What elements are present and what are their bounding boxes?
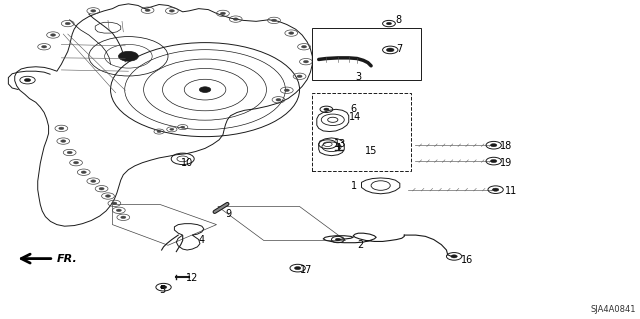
Circle shape	[301, 46, 307, 48]
Text: 14: 14	[349, 112, 361, 122]
Text: 9: 9	[225, 209, 232, 219]
Circle shape	[294, 267, 301, 270]
Circle shape	[118, 51, 138, 61]
Circle shape	[112, 202, 117, 204]
Circle shape	[297, 75, 302, 78]
Circle shape	[303, 60, 308, 63]
Circle shape	[61, 140, 66, 142]
Circle shape	[99, 188, 104, 190]
Text: 19: 19	[500, 158, 513, 168]
Circle shape	[490, 160, 497, 163]
Text: 18: 18	[500, 141, 513, 151]
Circle shape	[284, 89, 289, 92]
Text: 15: 15	[365, 145, 377, 156]
Text: FR.: FR.	[57, 254, 77, 263]
Text: 6: 6	[351, 104, 356, 114]
Circle shape	[387, 22, 392, 25]
Circle shape	[170, 10, 174, 12]
Text: 12: 12	[186, 273, 198, 283]
Circle shape	[67, 151, 72, 154]
Circle shape	[65, 22, 70, 25]
Text: 1: 1	[351, 182, 356, 191]
Text: 13: 13	[334, 139, 346, 149]
Circle shape	[233, 18, 238, 20]
Text: 11: 11	[505, 186, 518, 196]
Text: 5: 5	[159, 285, 165, 295]
Text: 8: 8	[396, 15, 401, 25]
Text: 3: 3	[355, 72, 361, 82]
Circle shape	[289, 32, 294, 34]
Circle shape	[492, 188, 499, 191]
Circle shape	[106, 195, 111, 197]
Circle shape	[490, 144, 497, 147]
Circle shape	[451, 255, 458, 258]
Bar	[312, 93, 412, 171]
Text: 7: 7	[397, 44, 403, 54]
Circle shape	[145, 9, 150, 11]
Circle shape	[42, 46, 47, 48]
Circle shape	[157, 130, 161, 133]
Circle shape	[200, 87, 211, 93]
Circle shape	[180, 126, 185, 128]
Circle shape	[170, 128, 174, 130]
Text: 4: 4	[198, 234, 205, 245]
Bar	[312, 28, 421, 80]
Circle shape	[24, 78, 31, 82]
Circle shape	[51, 34, 56, 36]
Circle shape	[59, 127, 64, 130]
Circle shape	[81, 171, 86, 174]
Circle shape	[91, 180, 96, 182]
Circle shape	[121, 216, 126, 219]
Circle shape	[220, 12, 225, 15]
Circle shape	[324, 108, 329, 111]
Circle shape	[116, 209, 122, 211]
Circle shape	[335, 238, 340, 241]
Circle shape	[271, 19, 276, 22]
Circle shape	[74, 161, 79, 164]
Circle shape	[276, 99, 281, 101]
Circle shape	[161, 286, 167, 289]
Text: 16: 16	[461, 255, 473, 264]
Text: 10: 10	[180, 158, 193, 168]
Text: SJA4A0841: SJA4A0841	[591, 306, 636, 315]
Text: 17: 17	[300, 265, 312, 275]
Text: 2: 2	[357, 240, 364, 250]
Circle shape	[91, 10, 96, 12]
Circle shape	[387, 48, 394, 52]
